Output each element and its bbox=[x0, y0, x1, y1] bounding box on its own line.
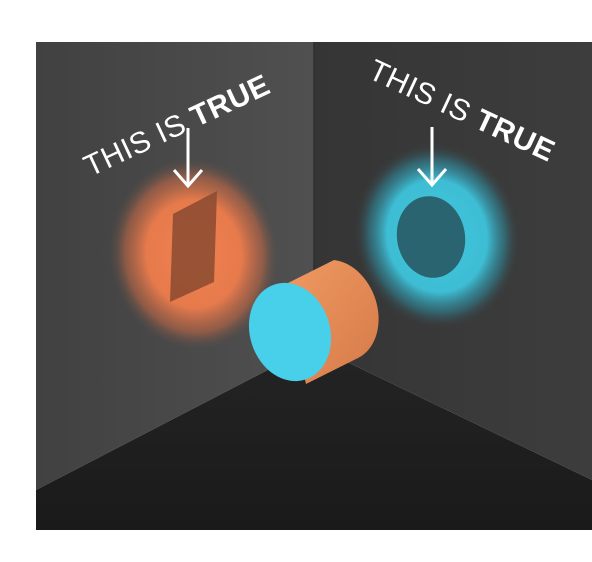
cylinder-face bbox=[248, 282, 332, 382]
cylinder bbox=[248, 260, 379, 384]
arrow-down-icon bbox=[172, 128, 204, 189]
rectangle-shadow bbox=[170, 191, 217, 302]
circle-shadow bbox=[396, 196, 466, 278]
arrow-down-icon bbox=[416, 127, 448, 188]
floor bbox=[36, 346, 592, 530]
